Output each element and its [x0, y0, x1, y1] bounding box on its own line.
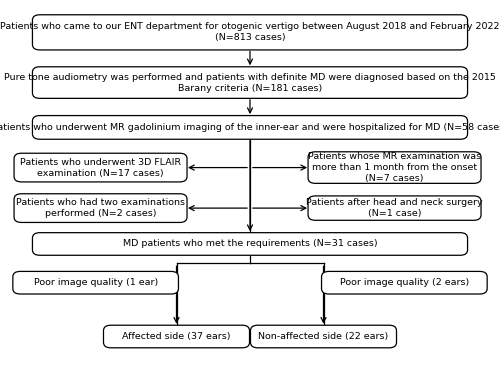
Text: Affected side (37 ears): Affected side (37 ears) — [122, 332, 231, 341]
Text: Patients after head and neck surgery
(N=1 case): Patients after head and neck surgery (N=… — [306, 198, 483, 218]
FancyBboxPatch shape — [14, 153, 187, 182]
Text: Patients who had two examinations
performed (N=2 cases): Patients who had two examinations perfor… — [16, 198, 185, 218]
FancyBboxPatch shape — [250, 325, 396, 348]
FancyBboxPatch shape — [32, 116, 468, 139]
Text: MD patients who met the requirements (N=31 cases): MD patients who met the requirements (N=… — [122, 239, 378, 249]
FancyBboxPatch shape — [308, 152, 481, 183]
FancyBboxPatch shape — [322, 272, 487, 294]
Text: Patients who underwent 3D FLAIR
examination (N=17 cases): Patients who underwent 3D FLAIR examinat… — [20, 157, 181, 178]
FancyBboxPatch shape — [32, 15, 468, 50]
Text: Patients who came to our ENT department for otogenic vertigo between August 2018: Patients who came to our ENT department … — [0, 22, 500, 42]
Text: Patients whose MR examination was
more than 1 month from the onset
(N=7 cases): Patients whose MR examination was more t… — [308, 152, 481, 183]
Text: Patients who underwent MR gadolinium imaging of the inner-ear and were hospitali: Patients who underwent MR gadolinium ima… — [0, 123, 500, 132]
FancyBboxPatch shape — [32, 233, 468, 255]
FancyBboxPatch shape — [14, 194, 187, 223]
Text: Non-affected side (22 ears): Non-affected side (22 ears) — [258, 332, 388, 341]
Text: Poor image quality (1 ear): Poor image quality (1 ear) — [34, 278, 158, 287]
FancyBboxPatch shape — [13, 272, 178, 294]
FancyBboxPatch shape — [32, 67, 468, 98]
FancyBboxPatch shape — [104, 325, 250, 348]
Text: Pure tone audiometry was performed and patients with definite MD were diagnosed : Pure tone audiometry was performed and p… — [4, 72, 496, 93]
Text: Poor image quality (2 ears): Poor image quality (2 ears) — [340, 278, 469, 287]
FancyBboxPatch shape — [308, 196, 481, 220]
